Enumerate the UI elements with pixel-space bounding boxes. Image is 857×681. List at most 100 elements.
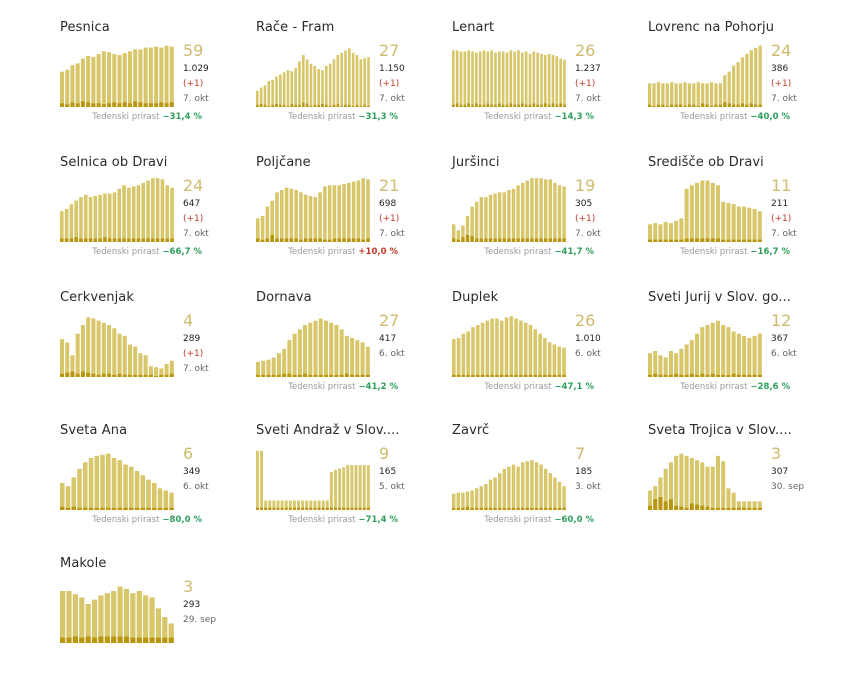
bar xyxy=(493,193,497,242)
bar xyxy=(325,500,329,510)
bar-new-cases xyxy=(282,104,286,107)
bar xyxy=(79,197,83,242)
bar xyxy=(91,318,96,377)
municipality-title: Cerkvenjak xyxy=(60,290,134,305)
municipality-title: Dornava xyxy=(256,290,312,305)
weekly-growth-value: −16,7 % xyxy=(750,247,790,257)
bar xyxy=(346,465,350,510)
bar xyxy=(297,500,300,510)
bar-new-cases xyxy=(493,507,497,510)
bar xyxy=(155,608,162,643)
last-date: 6. okt xyxy=(575,349,601,359)
bar-new-cases xyxy=(268,507,272,510)
bar-new-cases xyxy=(123,636,130,643)
bar-new-cases xyxy=(723,102,727,107)
bar-new-cases xyxy=(313,507,317,510)
bar-new-cases xyxy=(679,239,684,242)
bar-chart xyxy=(452,50,566,107)
bar-new-cases xyxy=(359,105,363,107)
bar-new-cases xyxy=(70,102,75,107)
bar-new-cases xyxy=(521,238,525,242)
last-date: 6. okt xyxy=(183,482,209,492)
bar xyxy=(275,192,279,242)
bar-new-cases xyxy=(752,507,757,510)
bar-new-cases xyxy=(138,102,143,107)
bar-new-cases xyxy=(539,507,543,510)
bar xyxy=(731,492,736,510)
last-date: 29. sep xyxy=(183,615,217,625)
bar-new-cases xyxy=(689,373,694,377)
bar-new-cases xyxy=(146,507,151,510)
bar xyxy=(543,338,547,377)
bar xyxy=(721,201,726,242)
bar xyxy=(504,317,509,377)
bar-new-cases xyxy=(75,103,80,107)
bar xyxy=(303,194,308,242)
bar xyxy=(532,51,536,107)
bar-new-cases xyxy=(104,636,110,643)
bar-new-cases xyxy=(256,104,259,107)
bar xyxy=(658,477,663,510)
bar xyxy=(117,55,122,107)
bar-new-cases xyxy=(79,637,85,643)
bar-new-cases xyxy=(344,104,347,107)
bar xyxy=(111,591,117,643)
bar xyxy=(169,360,174,377)
bar xyxy=(544,55,547,107)
municipality-title: Selnica ob Dravi xyxy=(60,155,168,170)
bar-new-cases xyxy=(678,104,683,107)
bar-new-cases xyxy=(731,239,736,242)
bar-new-cases xyxy=(91,373,96,377)
bar-new-cases xyxy=(70,371,75,377)
municipality-card: Sveti Andraž v Slov.... 9 165 5. okt Tedensk… xyxy=(256,423,436,548)
bar-new-cases xyxy=(168,637,174,643)
bar xyxy=(347,182,351,242)
bar-new-cases xyxy=(272,507,276,510)
bar-new-cases xyxy=(117,238,122,242)
weekly-growth: Tedenski prirast −40,0 % xyxy=(680,112,790,122)
total-cases: 185 xyxy=(575,467,593,477)
bar xyxy=(461,225,465,242)
bar-new-cases xyxy=(122,238,126,242)
bar-new-cases xyxy=(313,374,318,377)
bar xyxy=(731,204,736,242)
bar-new-cases xyxy=(511,507,516,510)
bar xyxy=(143,595,149,643)
bar-new-cases xyxy=(557,238,562,242)
bar-new-cases xyxy=(106,507,111,510)
bar-new-cases xyxy=(360,374,365,377)
bar-new-cases xyxy=(127,103,132,107)
bar-new-cases xyxy=(463,104,467,107)
weekly-growth: Tedenski prirast −31,3 % xyxy=(288,112,398,122)
bar-new-cases xyxy=(91,637,98,643)
bar xyxy=(165,185,170,242)
bar-new-cases xyxy=(148,374,153,377)
bar xyxy=(705,180,710,242)
bar-new-cases xyxy=(263,104,267,107)
bar xyxy=(539,464,543,510)
bar-chart xyxy=(648,180,762,242)
bar xyxy=(309,63,313,107)
bar xyxy=(534,462,539,510)
bar-new-cases xyxy=(459,104,463,107)
bar xyxy=(547,53,551,107)
bar xyxy=(344,335,349,377)
bar-new-cases xyxy=(461,237,465,242)
bar-new-cases xyxy=(502,507,506,510)
weekly-growth-value: −47,1 % xyxy=(554,382,594,392)
bar-new-cases xyxy=(455,103,459,107)
municipality-card: Cerkvenjak 4 289 (+1) 7. okt xyxy=(60,290,240,415)
bar xyxy=(509,316,514,377)
bar-new-cases xyxy=(548,507,552,510)
bar xyxy=(163,490,169,510)
bar xyxy=(752,501,757,510)
bar-new-cases xyxy=(129,507,134,510)
active-cases-number: 3 xyxy=(771,444,782,463)
bar-new-cases xyxy=(689,503,694,510)
bar-new-cases xyxy=(363,104,366,107)
bar xyxy=(160,179,165,242)
bar-new-cases xyxy=(456,507,460,510)
bar-new-cases xyxy=(736,104,740,107)
bar xyxy=(344,50,347,107)
bar-new-cases xyxy=(715,238,720,242)
